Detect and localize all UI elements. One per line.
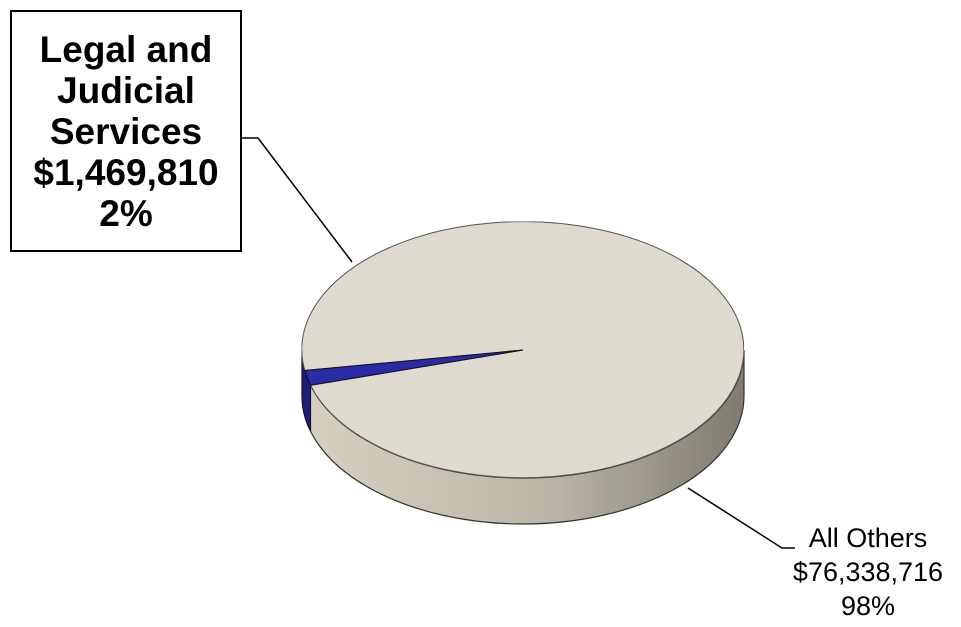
label-legal-amount: $1,469,810 xyxy=(33,151,219,193)
pie-slice-legal-judicial xyxy=(304,349,524,386)
label-legal-name-2: Judicial xyxy=(57,69,195,111)
label-legal-judicial: Legal and Judicial Services $1,469,810 2… xyxy=(10,10,242,252)
label-others-percent: 98% xyxy=(840,591,896,621)
leader-line-legal xyxy=(242,137,353,263)
label-others-name: All Others xyxy=(808,523,928,553)
label-others-amount: $76,338,716 xyxy=(792,557,944,587)
label-legal-name-3: Services xyxy=(49,110,203,152)
leader-line-others xyxy=(687,487,795,549)
label-all-others: All Others $76,338,716 98% xyxy=(778,521,958,623)
label-legal-percent: 2% xyxy=(99,192,153,234)
label-legal-name-1: Legal and xyxy=(39,28,213,70)
